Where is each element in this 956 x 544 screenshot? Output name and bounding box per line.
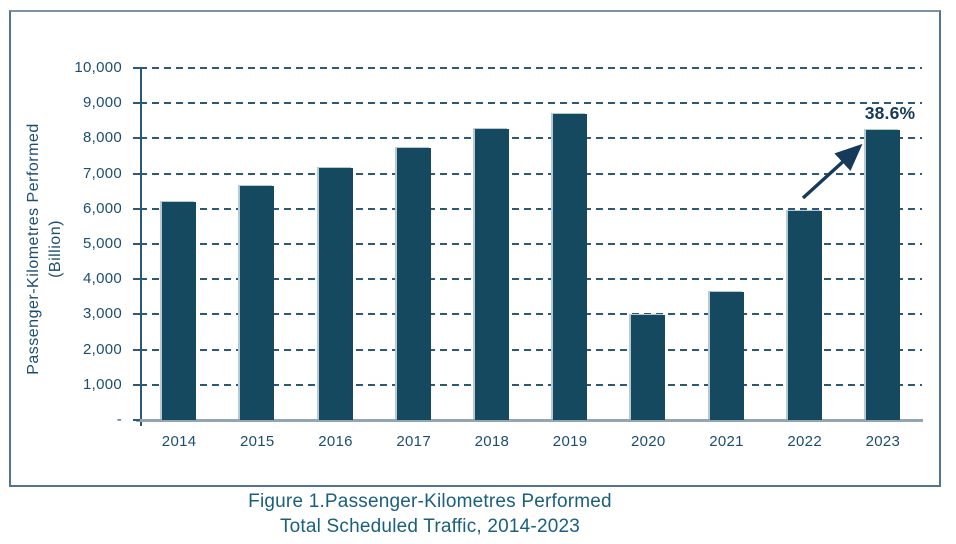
y-tick-label-8000: 8,000: [82, 129, 122, 147]
figure-caption: Figure 1.Passenger-Kilometres Performed …: [0, 489, 860, 539]
x-tick-label-2017: 2017: [396, 433, 431, 450]
x-tick-label-2014: 2014: [161, 433, 197, 450]
bar-2019: [553, 114, 588, 420]
figure-caption-line2: Total Scheduled Traffic, 2014-2023: [279, 516, 581, 537]
y-tick-6000: [133, 207, 140, 210]
gridline-3000: [140, 313, 922, 316]
x-axis-line: [136, 419, 923, 422]
y-tick-label-10000: 10,000: [74, 59, 122, 76]
x-tick-label-2023: 2023: [865, 433, 901, 450]
x-tick-label-2019: 2019: [552, 433, 588, 450]
chart-frame: [9, 10, 941, 487]
gridline-7000: [140, 172, 922, 175]
gridline-10000: [140, 67, 922, 69]
bar-2023: [865, 129, 900, 420]
y-tick-5000: [133, 243, 140, 245]
gridline-2000: [140, 348, 922, 351]
growth-annotation-label: 38.6%: [864, 103, 916, 123]
y-tick-label-4000: 4,000: [82, 270, 122, 288]
y-tick-label-2000: 2,000: [82, 340, 122, 358]
y-tick-label-9000: 9,000: [82, 94, 122, 112]
growth-arrow-icon: [801, 143, 863, 200]
bar-2015: [240, 185, 275, 420]
x-tick-label-2018: 2018: [474, 433, 510, 450]
y-tick-10000: [133, 67, 140, 69]
x-tick-label-2015: 2015: [239, 433, 275, 450]
bar-2022: [787, 210, 822, 420]
figure-caption-line1: Figure 1.Passenger-Kilometres Performed: [248, 491, 612, 512]
y-tick-8000: [133, 137, 140, 140]
y-tick-label-6000: 6,000: [82, 199, 122, 217]
gridline-4000: [140, 278, 922, 281]
y-tick-label-7000: 7,000: [82, 164, 122, 182]
x-tick-label-2020: 2020: [630, 433, 666, 450]
y-tick-1000: [133, 383, 140, 386]
y-tick-label-3000: 3,000: [82, 305, 122, 323]
y-tick-label-5000: 5,000: [82, 235, 122, 252]
bar-2021: [709, 292, 744, 420]
gridline-6000: [140, 207, 922, 210]
bar-2018: [474, 128, 509, 420]
y-tick-7000: [133, 172, 140, 175]
x-tick-label-2016: 2016: [318, 433, 353, 450]
y-tick-3000: [133, 313, 140, 316]
bar-2017: [396, 147, 431, 420]
gridline-1000: [140, 383, 922, 386]
y-tick-0: [133, 419, 140, 421]
y-tick-2000: [133, 348, 140, 351]
x-tick-label-2022: 2022: [787, 433, 822, 450]
gridline-9000: [140, 102, 922, 105]
y-tick-9000: [133, 102, 140, 105]
y-tick-4000: [133, 278, 140, 281]
bar-2014: [162, 201, 197, 420]
y-axis-line: [140, 68, 142, 426]
gridline-5000: [140, 243, 922, 245]
x-tick-label-2021: 2021: [709, 433, 744, 450]
y-tick-label-1000: 1,000: [82, 375, 122, 393]
gridline-8000: [140, 137, 922, 140]
bar-2016: [318, 168, 353, 420]
bar-2020: [631, 315, 666, 420]
y-tick-label-0: -: [116, 411, 122, 428]
